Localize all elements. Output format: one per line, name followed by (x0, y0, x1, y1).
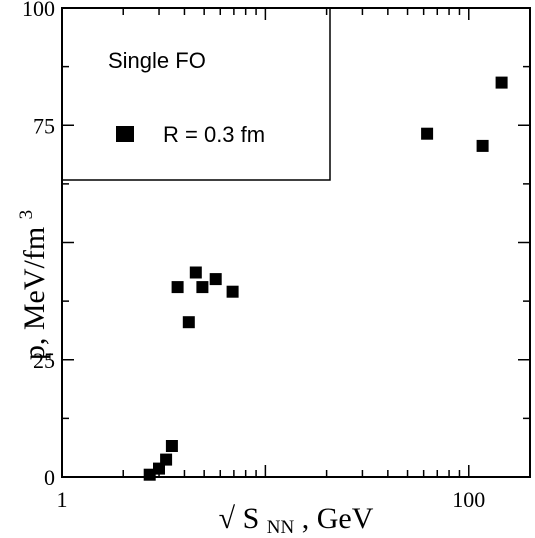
data-point (182, 316, 195, 329)
x-axis-label-symbol: S (243, 502, 260, 535)
y-axis-label-text: p, MeV/fm (18, 227, 51, 360)
x-axis-label-radical: √ (219, 502, 236, 535)
x-tick-label: 100 (452, 487, 485, 512)
y-axis-label: p, MeV/fm 3 (16, 210, 51, 360)
x-axis-label-unit: , GeV (302, 502, 374, 535)
x-axis-label: √ S NN , GeV (219, 502, 374, 538)
data-point (143, 468, 156, 481)
data-point (226, 285, 239, 298)
legend-title: Single FO (108, 48, 206, 73)
data-point (196, 281, 209, 294)
data-point (165, 440, 178, 452)
data-point (421, 127, 434, 140)
data-point (189, 266, 202, 279)
x-tick-label: 1 (57, 487, 68, 512)
data-point (171, 281, 184, 294)
data-point (495, 76, 508, 89)
data-point (209, 273, 222, 286)
axis-ticks (61, 7, 531, 478)
y-tick-label: 0 (44, 465, 55, 490)
legend-entry-label: R = 0.3 fm (163, 122, 265, 147)
x-axis-label-subscript: NN (267, 517, 295, 538)
data-point (160, 453, 173, 466)
tick-labels: 0 25 75 100 1 100 (22, 0, 485, 512)
legend-marker-square (116, 126, 134, 142)
legend: Single FO R = 0.3 fm (61, 7, 331, 181)
y-tick-label: 100 (22, 0, 55, 21)
y-axis-label-superscript: 3 (16, 210, 37, 220)
data-points (143, 76, 508, 481)
legend-box (61, 7, 331, 181)
data-point (476, 139, 489, 152)
y-tick-label: 75 (33, 113, 55, 138)
y-tick-label: 25 (33, 348, 55, 373)
